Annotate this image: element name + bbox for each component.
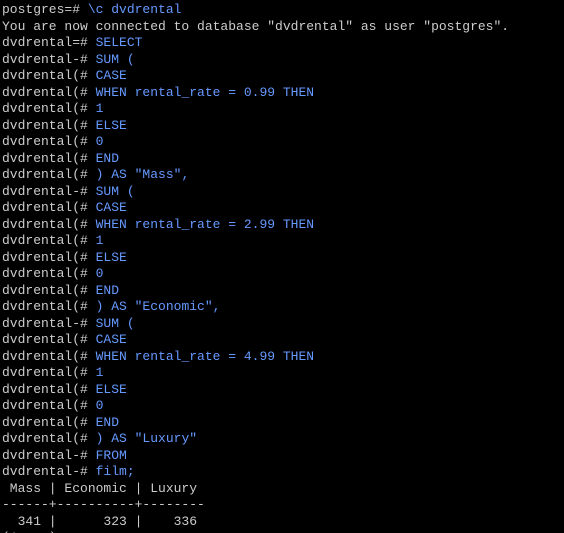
prompt-text: dvdrental(# (2, 349, 96, 364)
command-text: CASE (96, 332, 127, 347)
terminal-line: dvdrental-# SUM ( (2, 184, 564, 201)
prompt-text: dvdrental(# (2, 200, 96, 215)
command-text: SUM ( (96, 316, 135, 331)
command-text: 1 (96, 101, 104, 116)
command-text: CASE (96, 68, 127, 83)
terminal-line: ------+----------+-------- (2, 497, 564, 514)
prompt-text: dvdrental(# (2, 101, 96, 116)
prompt-text: dvdrental-# (2, 52, 96, 67)
terminal-line: dvdrental(# WHEN rental_rate = 4.99 THEN (2, 349, 564, 366)
terminal-line: dvdrental(# END (2, 415, 564, 432)
terminal-line: dvdrental(# WHEN rental_rate = 0.99 THEN (2, 85, 564, 102)
command-text: 341 | 323 | 336 (2, 514, 197, 529)
prompt-text: dvdrental-# (2, 316, 96, 331)
command-text: WHEN rental_rate = 4.99 THEN (96, 349, 314, 364)
prompt-text: dvdrental(# (2, 233, 96, 248)
command-text: ) AS "Luxury" (96, 431, 197, 446)
command-text: Mass | Economic | Luxury (2, 481, 197, 496)
terminal-line: dvdrental(# 1 (2, 233, 564, 250)
terminal-line: dvdrental(# WHEN rental_rate = 2.99 THEN (2, 217, 564, 234)
prompt-text: dvdrental(# (2, 250, 96, 265)
prompt-text: dvdrental(# (2, 217, 96, 232)
terminal-line: dvdrental-# SUM ( (2, 316, 564, 333)
prompt-text: dvdrental(# (2, 431, 96, 446)
command-text: SELECT (96, 35, 143, 50)
command-text: ELSE (96, 382, 127, 397)
terminal-line: dvdrental(# ) AS "Mass", (2, 167, 564, 184)
command-text: WHEN rental_rate = 0.99 THEN (96, 85, 314, 100)
prompt-text: dvdrental-# (2, 448, 96, 463)
prompt-text: dvdrental(# (2, 398, 96, 413)
command-text: SUM ( (96, 52, 135, 67)
prompt-text: dvdrental(# (2, 118, 96, 133)
terminal-line: dvdrental=# SELECT (2, 35, 564, 52)
prompt-text: dvdrental(# (2, 167, 96, 182)
prompt-text: dvdrental(# (2, 415, 96, 430)
terminal-line: dvdrental(# ELSE (2, 118, 564, 135)
terminal-line: dvdrental(# ) AS "Luxury" (2, 431, 564, 448)
prompt-text: dvdrental(# (2, 382, 96, 397)
prompt-text: dvdrental(# (2, 151, 96, 166)
prompt-text: dvdrental-# (2, 184, 96, 199)
terminal-line: dvdrental(# 0 (2, 266, 564, 283)
prompt-text: dvdrental(# (2, 68, 96, 83)
prompt-text: dvdrental(# (2, 332, 96, 347)
command-text: You are now connected to database "dvdre… (2, 19, 509, 34)
terminal-line: dvdrental(# CASE (2, 68, 564, 85)
command-text: FROM (96, 448, 127, 463)
prompt-text: dvdrental-# (2, 464, 96, 479)
terminal-line: dvdrental-# SUM ( (2, 52, 564, 69)
terminal-line: dvdrental(# END (2, 283, 564, 300)
terminal-line: dvdrental(# 0 (2, 398, 564, 415)
terminal-line: dvdrental-# FROM (2, 448, 564, 465)
prompt-text: dvdrental(# (2, 266, 96, 281)
terminal-line: dvdrental(# 1 (2, 365, 564, 382)
command-text: 1 (96, 233, 104, 248)
terminal-line: Mass | Economic | Luxury (2, 481, 564, 498)
command-text: \c dvdrental (88, 2, 182, 17)
command-text: ) AS "Mass", (96, 167, 190, 182)
terminal-line: dvdrental(# END (2, 151, 564, 168)
prompt-text: dvdrental(# (2, 283, 96, 298)
terminal-line: dvdrental(# 1 (2, 101, 564, 118)
terminal-line: dvdrental(# ELSE (2, 382, 564, 399)
command-text: 0 (96, 134, 104, 149)
command-text: ELSE (96, 118, 127, 133)
terminal-line: dvdrental(# ) AS "Economic", (2, 299, 564, 316)
command-text: 0 (96, 398, 104, 413)
command-text: film; (96, 464, 135, 479)
prompt-text: dvdrental(# (2, 365, 96, 380)
prompt-text: postgres=# (2, 2, 88, 17)
terminal-line: dvdrental-# film; (2, 464, 564, 481)
prompt-text: dvdrental(# (2, 85, 96, 100)
prompt-text: dvdrental=# (2, 35, 96, 50)
command-text: ) AS "Economic", (96, 299, 221, 314)
terminal-output: postgres=# \c dvdrentalYou are now conne… (0, 0, 564, 533)
terminal-line: You are now connected to database "dvdre… (2, 19, 564, 36)
command-text: 1 (96, 365, 104, 380)
terminal-line: dvdrental(# 0 (2, 134, 564, 151)
command-text: CASE (96, 200, 127, 215)
command-text: END (96, 151, 119, 166)
command-text: WHEN rental_rate = 2.99 THEN (96, 217, 314, 232)
command-text: 0 (96, 266, 104, 281)
command-text: END (96, 415, 119, 430)
command-text: SUM ( (96, 184, 135, 199)
command-text: ------+----------+-------- (2, 497, 205, 512)
prompt-text: dvdrental(# (2, 299, 96, 314)
terminal-line: dvdrental(# ELSE (2, 250, 564, 267)
prompt-text: dvdrental(# (2, 134, 96, 149)
command-text: END (96, 283, 119, 298)
terminal-line: dvdrental(# CASE (2, 200, 564, 217)
terminal-line: 341 | 323 | 336 (2, 514, 564, 531)
terminal-line: dvdrental(# CASE (2, 332, 564, 349)
terminal-line: postgres=# \c dvdrental (2, 2, 564, 19)
command-text: ELSE (96, 250, 127, 265)
